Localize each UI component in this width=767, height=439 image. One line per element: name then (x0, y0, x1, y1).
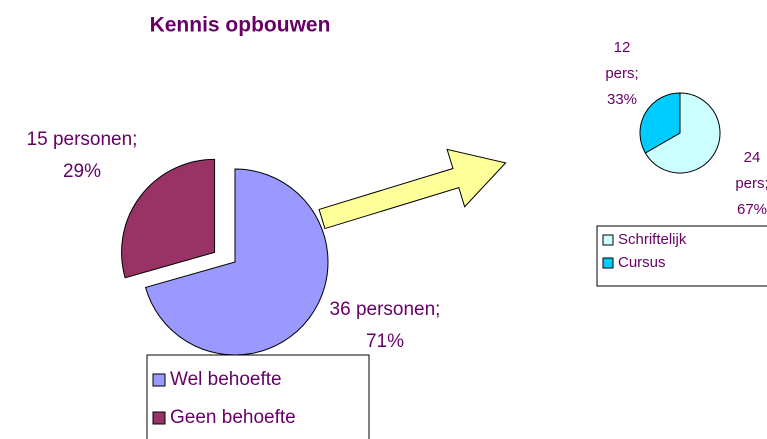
pies: 36 personen; 71% 15 personen; 29% 24 pers; 67%… (27, 39, 767, 356)
legend-label: Geen behoefte (170, 407, 296, 428)
legend-swatch (602, 234, 614, 246)
arrow (318, 148, 507, 230)
legend-swatch (602, 257, 614, 269)
pie-slice (639, 92, 681, 154)
chart-title: Kennis opbouwen (150, 14, 331, 37)
pie-slice (644, 92, 721, 174)
data-label: 36 personen; 71% (330, 299, 441, 352)
legend-box (596, 225, 767, 287)
legend-swatch (152, 411, 166, 425)
legend-box (146, 354, 370, 439)
pie-slice (144, 168, 329, 356)
data-label: 24 pers; 67% (735, 149, 767, 218)
data-label: 15 personen; 29% (27, 129, 138, 182)
legend-label: Cursus (618, 254, 666, 271)
data-label: 12 pers; 33% (605, 39, 638, 108)
legend-label: Schriftelijk (618, 231, 687, 248)
legend-swatch (152, 373, 166, 387)
pie-slice (121, 158, 216, 279)
legends: Wel behoefte Geen behoefte Schriftelijk Cur… (146, 225, 767, 439)
legend-label: Wel behoefte (170, 369, 282, 390)
